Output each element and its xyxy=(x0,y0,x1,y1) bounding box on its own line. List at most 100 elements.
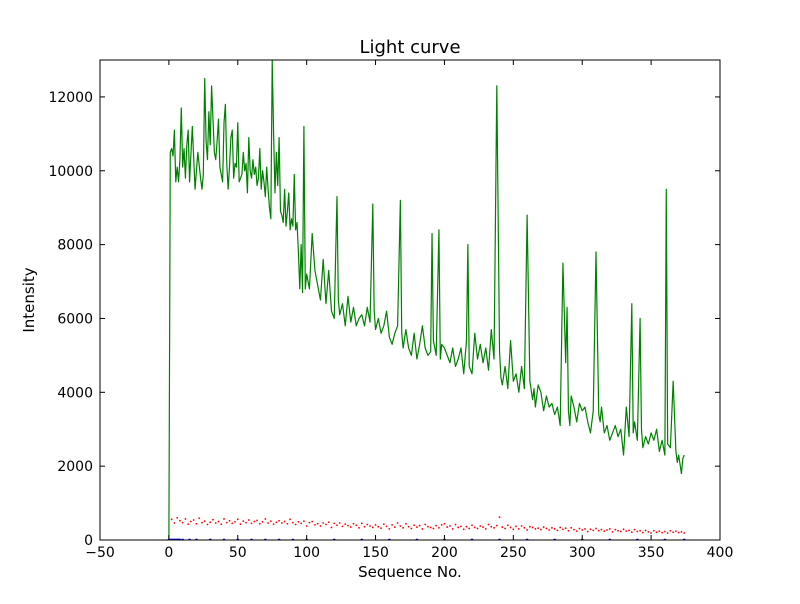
data-point-red xyxy=(333,522,336,525)
data-point-red xyxy=(468,527,471,530)
y-tick-label: 0 xyxy=(84,533,93,549)
data-point-red xyxy=(633,528,636,531)
data-point-red xyxy=(493,526,495,529)
data-point-red xyxy=(206,523,209,526)
data-point-red xyxy=(484,528,487,530)
data-point-red xyxy=(242,520,245,523)
data-point-red xyxy=(542,526,545,528)
y-tick-label: 4000 xyxy=(57,385,93,401)
data-point-red xyxy=(272,523,275,526)
data-point-red xyxy=(327,521,330,524)
data-point-red xyxy=(190,520,192,523)
data-point-red xyxy=(641,531,644,534)
data-point-red xyxy=(203,520,206,523)
data-point-red xyxy=(258,522,261,525)
data-point-red xyxy=(573,528,575,531)
data-point-red xyxy=(559,526,562,529)
data-point-red xyxy=(369,525,371,527)
data-point-red xyxy=(319,525,322,527)
data-point-red xyxy=(655,531,658,534)
data-point-red xyxy=(479,525,482,527)
data-point-red xyxy=(413,524,416,527)
data-point-red xyxy=(677,531,680,534)
data-point-red xyxy=(377,525,380,528)
tick-layer: −50 0 50 100 150 200 250 300 350 4000200040006000… xyxy=(48,60,733,561)
data-point-red xyxy=(495,524,498,527)
data-point-red xyxy=(173,522,176,524)
data-point-red xyxy=(454,523,457,526)
x-tick-label: 0 xyxy=(164,545,173,561)
y-axis-label: Intensity xyxy=(20,267,38,332)
data-point-red xyxy=(528,525,531,528)
data-point-red xyxy=(247,519,250,521)
data-point-red xyxy=(608,528,611,530)
data-point-red xyxy=(669,529,672,532)
x-tick-label: 50 xyxy=(229,545,247,561)
data-point-red xyxy=(564,527,567,530)
data-point-red xyxy=(289,518,292,521)
data-point-red xyxy=(520,525,523,527)
data-point-red xyxy=(534,528,537,530)
data-point-red xyxy=(471,524,473,527)
data-point-red xyxy=(269,520,272,523)
data-point-red xyxy=(570,526,573,529)
axes-frame xyxy=(99,59,721,541)
data-point-red xyxy=(562,528,564,531)
data-point-red xyxy=(363,525,366,528)
data-point-red xyxy=(567,529,570,532)
data-point-red xyxy=(553,528,556,530)
series-line-green xyxy=(168,60,685,540)
data-point-red xyxy=(176,516,179,519)
data-point-red xyxy=(429,526,432,529)
data-point-red xyxy=(201,521,203,524)
data-point-red xyxy=(639,529,641,532)
data-point-red xyxy=(280,522,283,524)
data-point-red xyxy=(672,531,675,534)
data-point-red xyxy=(683,532,686,534)
data-point-red xyxy=(443,522,446,525)
data-point-red xyxy=(509,526,512,529)
data-point-red xyxy=(250,522,253,525)
data-point-red xyxy=(652,529,655,532)
data-point-red xyxy=(449,525,451,527)
y-tick-label: 6000 xyxy=(57,311,93,327)
data-point-red xyxy=(184,518,187,520)
data-point-red xyxy=(586,530,589,533)
data-point-red xyxy=(523,526,526,529)
data-point-red xyxy=(267,522,269,524)
data-point-red xyxy=(556,529,559,532)
data-point-red xyxy=(432,527,435,530)
y-tick-label: 8000 xyxy=(57,238,93,254)
data-point-red xyxy=(628,529,630,532)
data-point-red xyxy=(644,529,647,532)
data-point-red xyxy=(344,523,347,526)
data-point-red xyxy=(297,521,300,523)
data-point-red xyxy=(473,526,476,529)
data-point-red xyxy=(338,522,341,524)
chart-title: Light curve xyxy=(359,37,460,58)
data-point-red xyxy=(647,530,650,533)
data-point-red xyxy=(308,521,311,524)
data-point-red xyxy=(512,528,515,531)
data-point-red xyxy=(228,519,231,522)
data-point-red xyxy=(214,522,217,524)
x-tick-label: 250 xyxy=(500,545,527,561)
data-point-red xyxy=(187,523,190,526)
data-point-red xyxy=(658,530,661,533)
data-point-red xyxy=(410,527,413,530)
data-point-red xyxy=(360,522,363,525)
x-tick-label: 300 xyxy=(569,545,596,561)
x-tick-label: −50 xyxy=(85,545,115,561)
data-point-red xyxy=(192,519,195,521)
data-point-red xyxy=(347,524,349,527)
data-point-red xyxy=(501,526,504,528)
data-point-red xyxy=(256,519,258,522)
data-point-red xyxy=(517,528,520,530)
data-point-red xyxy=(396,522,399,524)
data-point-red xyxy=(603,530,606,533)
data-point-red xyxy=(382,523,385,526)
data-point-red xyxy=(341,525,344,528)
data-point-red xyxy=(680,530,683,533)
